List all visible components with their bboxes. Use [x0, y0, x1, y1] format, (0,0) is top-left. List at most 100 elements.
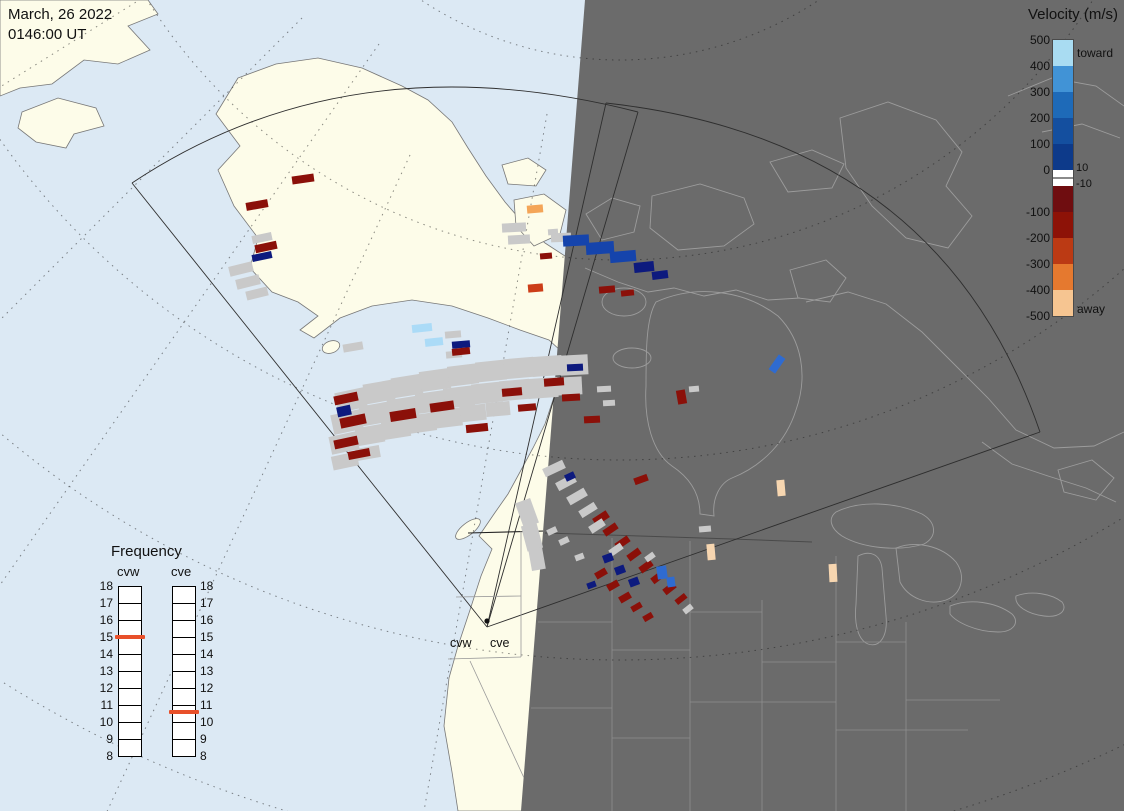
coast-bering-island [17, 97, 105, 149]
colorbar-segment [1053, 290, 1073, 316]
southampton-island-outline [789, 259, 847, 303]
velocity-cell [633, 473, 649, 486]
frequency-box [172, 722, 196, 740]
velocity-cell [531, 354, 563, 378]
velocity-cell [245, 286, 269, 301]
velocity-cell [333, 435, 359, 450]
velocity-cell [418, 368, 452, 392]
ghost-band-neg-label: -10 [1076, 178, 1092, 190]
velocity-cell [527, 283, 544, 293]
frequency-tick: 9 [200, 732, 207, 746]
colorbar-tick: 500 [1029, 33, 1050, 47]
great-slave-lake [612, 347, 652, 369]
colorbar-tick: -400 [1025, 283, 1050, 297]
velocity-cell [380, 417, 412, 441]
colorbar-tick: -500 [1025, 309, 1050, 323]
velocity-cell [561, 393, 581, 402]
frequency-box [172, 586, 196, 604]
velocity-cell [235, 274, 261, 290]
frequency-box [172, 603, 196, 621]
time-label: 0146:00 UT [8, 25, 87, 43]
frequency-box [118, 705, 142, 723]
frequency-box [118, 637, 142, 655]
velocity-cell [620, 289, 635, 297]
velocity-cell [566, 363, 584, 372]
colorbar-segment [1053, 92, 1073, 118]
cve-fov-right-edge [486, 431, 1041, 628]
velocity-cell [574, 552, 585, 562]
velocity-cell [539, 252, 553, 260]
night-terminator-region [521, 0, 1124, 811]
velocity-cell [526, 204, 544, 214]
velocity-cell [606, 579, 620, 592]
frequency-box [172, 620, 196, 638]
velocity-cell [254, 240, 278, 254]
date-label: March, 26 2022 [8, 6, 113, 23]
hudson-bay-outline [645, 291, 803, 517]
velocity-cell [608, 542, 624, 557]
radar-label-cvw: cvw [450, 636, 473, 650]
velocity-cell [630, 601, 643, 613]
frequency-tick: 11 [100, 698, 113, 712]
state-borders-night [531, 538, 1000, 811]
lake-erie [949, 601, 1016, 633]
velocity-cell [336, 404, 352, 418]
velocity-cell [471, 381, 503, 405]
velocity-cell [459, 403, 487, 423]
velocity-cell [566, 487, 588, 506]
velocity-cell [828, 563, 838, 583]
velocity-cell [675, 389, 688, 405]
velocity-cell [251, 250, 273, 263]
colorbar-segment [1053, 144, 1073, 170]
us-canada-border-night [544, 532, 813, 543]
frequency-marker-cvw [115, 635, 145, 639]
frequency-tick: 17 [200, 596, 214, 610]
velocity-legend: Velocity (m/s) toward away 500 400 300 200 1… [1000, 0, 1124, 345]
colorbar-zero-line [1053, 177, 1073, 179]
velocity-cell [674, 592, 688, 606]
velocity-cell [602, 399, 616, 407]
velocity-cell [682, 603, 694, 615]
baffin-island-outline [839, 101, 973, 249]
colorbar-segment [1053, 186, 1073, 212]
state-borders-day [447, 531, 532, 794]
velocity-cell [251, 232, 273, 244]
velocity-cell [342, 341, 364, 353]
borders-night [531, 532, 1000, 811]
frequency-box [118, 739, 142, 757]
colorbar-segment [1053, 118, 1073, 144]
frequency-tick: 12 [200, 681, 214, 695]
cve-fov-far-arc [605, 102, 1041, 433]
velocity-cell [451, 340, 471, 349]
velocity-cell [433, 407, 463, 429]
velocity-cell [644, 551, 656, 563]
colorbar-tick: -200 [1025, 231, 1050, 245]
velocity-cell [618, 591, 632, 604]
velocity-cell [688, 385, 700, 393]
velocity-cell [333, 391, 359, 406]
velocity-cell [515, 498, 539, 528]
frequency-tick: 14 [200, 647, 214, 661]
frequency-box [118, 654, 142, 672]
colorbar-tick: -100 [1025, 205, 1050, 219]
velocity-cell [528, 546, 546, 572]
frequency-tick: 18 [200, 579, 214, 593]
velocity-cell [485, 400, 511, 418]
velocity-cell [228, 261, 254, 277]
velocity-cell [503, 356, 535, 380]
frequency-tick: 16 [99, 613, 113, 627]
frequency-tick: 15 [200, 630, 214, 644]
frequency-tick: 17 [99, 596, 113, 610]
velocity-cell [609, 249, 637, 264]
velocity-cell [517, 403, 537, 412]
coast-chukotka [0, 0, 159, 97]
colorbar-segment [1053, 238, 1073, 264]
frequency-marker-cve [169, 709, 199, 714]
velocity-cell [586, 580, 597, 590]
velocity-cell [451, 347, 471, 356]
velocity-cell [776, 479, 786, 497]
radar-site-dot [484, 618, 490, 624]
velocity-cell [444, 330, 462, 339]
velocity-cell [585, 241, 615, 255]
